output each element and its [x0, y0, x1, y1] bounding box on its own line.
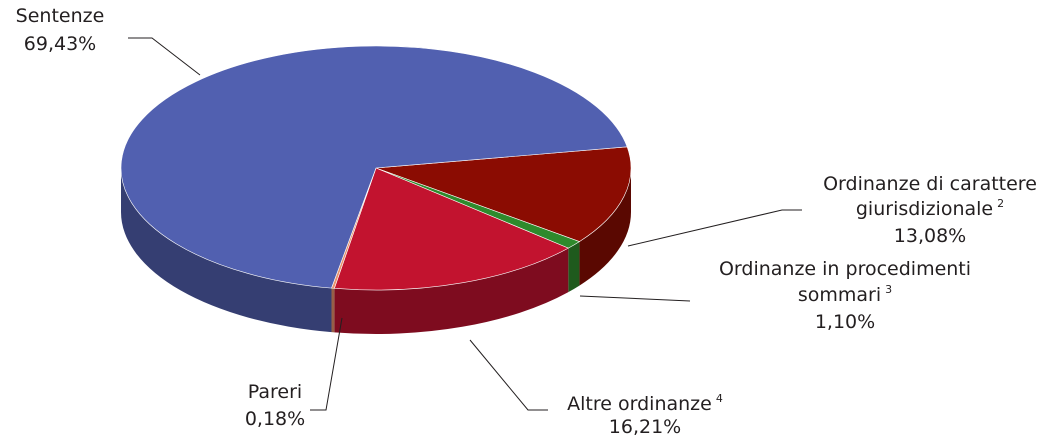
slice-side	[331, 288, 335, 333]
leader-line	[579, 295, 691, 302]
footnote-marker: 4	[716, 392, 723, 405]
category-name: Altre ordinanze	[567, 393, 712, 415]
category-name: Ordinanze in procedimenti	[719, 258, 971, 280]
slice-side	[568, 241, 580, 293]
value-label: 1,10%	[815, 311, 875, 333]
slice	[375, 146, 632, 242]
leader-line	[128, 37, 201, 76]
value-label: 16,21%	[609, 416, 681, 438]
category-label: Ordinanze in procedimenti	[719, 258, 971, 280]
footnote-marker: 2	[997, 197, 1004, 210]
category-label: Pareri	[248, 381, 302, 403]
category-label: Altre ordinanze 4	[567, 392, 723, 415]
leader-line	[627, 209, 802, 247]
slice-side	[334, 248, 569, 334]
slice-side	[121, 168, 332, 333]
value-label: 13,08%	[894, 225, 966, 247]
category-name: Ordinanze di carattere	[823, 173, 1037, 195]
category-label: giurisdizionale 2	[856, 197, 1004, 220]
category-name: Pareri	[248, 381, 302, 403]
leader-line	[469, 339, 548, 411]
category-name: sommari	[798, 284, 881, 306]
slice	[120, 45, 628, 289]
footnote-marker: 3	[885, 283, 892, 296]
category-label: sommari 3	[798, 283, 892, 306]
category-name: Sentenze	[16, 5, 105, 27]
pie	[120, 45, 632, 334]
category-label: Ordinanze di carattere	[823, 173, 1037, 195]
slice-side	[579, 168, 631, 286]
value-label: 69,43%	[24, 33, 96, 55]
slice	[333, 167, 570, 291]
leader-line	[310, 317, 343, 411]
category-label: Sentenze	[16, 5, 105, 27]
category-name: giurisdizionale	[856, 198, 993, 220]
labels: Ordinanze di carattere giurisdizionale 2 13…	[16, 5, 1037, 438]
value-label: 0,18%	[245, 408, 305, 430]
